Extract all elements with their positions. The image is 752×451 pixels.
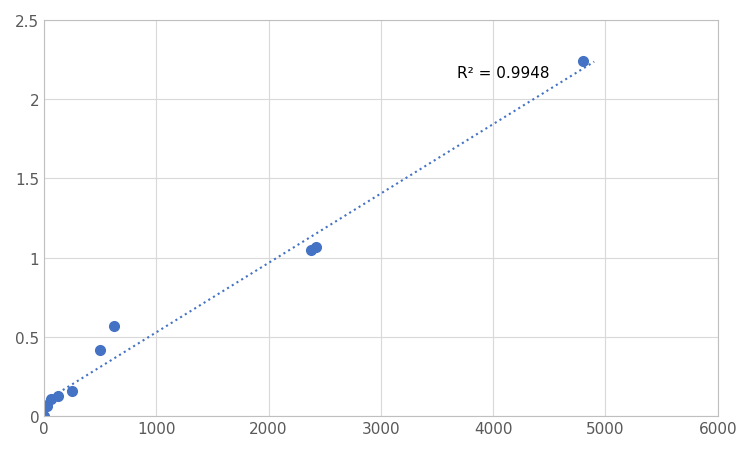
Point [45,395,57,402]
Text: R² = 0.9948: R² = 0.9948 [457,66,550,81]
Point [94,346,106,354]
Point [52,392,64,399]
Point [66,387,78,395]
Point [305,247,317,254]
Point [577,59,589,66]
Point [41,403,53,410]
Point [38,413,50,420]
Point [108,322,120,330]
Point [311,244,323,251]
